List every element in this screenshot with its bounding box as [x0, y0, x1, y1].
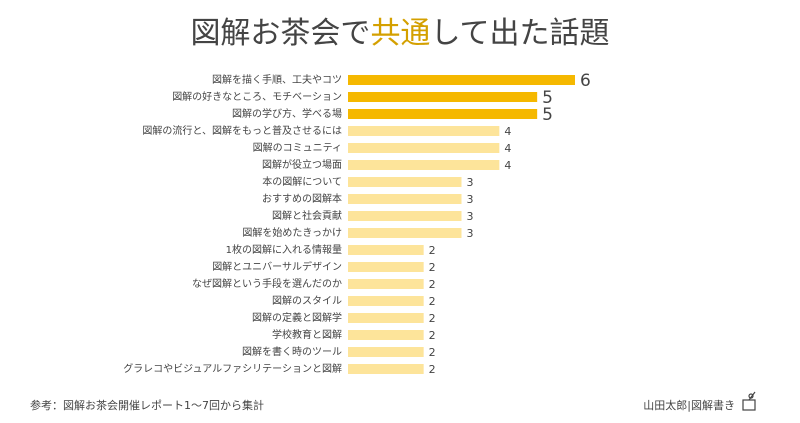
- category-label: 図解と社会貢献: [272, 209, 342, 222]
- bar: [348, 109, 538, 119]
- title-part: 共通: [370, 16, 430, 51]
- category-label: 図解を始めたきっかけ: [242, 226, 342, 239]
- bar: [348, 194, 462, 204]
- category-label: 図解を描く手順、工夫やコツ: [212, 73, 342, 86]
- bar: [348, 364, 424, 374]
- value-label: 2: [429, 346, 436, 359]
- category-label: おすすめの図解本: [262, 192, 342, 205]
- category-label: 1枚の図解に入れる情報量: [226, 243, 342, 256]
- value-label: 6: [580, 71, 591, 91]
- bar: [348, 160, 500, 170]
- category-label: グラレコやビジュアルファシリテーションと図解: [123, 362, 342, 375]
- category-label: 図解の定義と図解学: [252, 311, 342, 324]
- value-label: 3: [467, 193, 474, 206]
- bar: [348, 126, 500, 136]
- chart-title: 図解お茶会で共通して出た話題: [190, 16, 609, 51]
- note: 参考：図解お茶会開催レポート1〜7回から集計: [30, 398, 264, 412]
- category-label: 図解の学び方、学べる場: [232, 107, 342, 120]
- value-label: 2: [429, 312, 436, 325]
- bar: [348, 262, 424, 272]
- category-label: 図解のスタイル: [272, 294, 342, 307]
- value-label: 3: [467, 210, 474, 223]
- bar: [348, 313, 424, 323]
- value-label: 4: [504, 159, 511, 172]
- category-label: なぜ図解という手段を選んだのか: [192, 277, 342, 290]
- category-label: 図解を書く時のツール: [242, 345, 342, 358]
- bar: [348, 228, 462, 238]
- author: 山田太郎|図解書き: [643, 398, 735, 412]
- value-label: 2: [429, 295, 436, 308]
- value-label: 5: [542, 88, 553, 108]
- value-label: 5: [542, 105, 553, 125]
- value-label: 2: [429, 278, 436, 291]
- bar: [348, 92, 538, 102]
- value-label: 4: [504, 125, 511, 138]
- bar: [348, 330, 424, 340]
- category-label: 図解が役立つ場面: [262, 158, 342, 171]
- value-label: 2: [429, 363, 436, 376]
- category-label: 図解とユニバーサルデザイン: [212, 260, 342, 273]
- bar: [348, 75, 575, 85]
- value-label: 3: [467, 227, 474, 240]
- value-label: 2: [429, 244, 436, 257]
- author-icon: [742, 391, 756, 411]
- bar: [348, 245, 424, 255]
- category-label: 学校教育と図解: [272, 328, 342, 341]
- value-label: 2: [429, 261, 436, 274]
- title-part: して出た話題: [430, 16, 609, 51]
- bar: [348, 347, 424, 357]
- bar: [348, 177, 462, 187]
- bar: [348, 211, 462, 221]
- value-label: 3: [467, 176, 474, 189]
- value-label: 2: [429, 329, 436, 342]
- value-label: 4: [504, 142, 511, 155]
- title-part: 図解お茶会で: [190, 16, 370, 51]
- bar: [348, 296, 424, 306]
- category-label: 図解の好きなところ、モチベーション: [172, 90, 342, 103]
- category-label: 図解のコミュニティ: [253, 141, 342, 154]
- category-label: 図解の流行と、図解をもっと普及させるには: [142, 124, 342, 137]
- category-label: 本の図解について: [262, 175, 342, 188]
- bar: [348, 143, 500, 153]
- bar: [348, 279, 424, 289]
